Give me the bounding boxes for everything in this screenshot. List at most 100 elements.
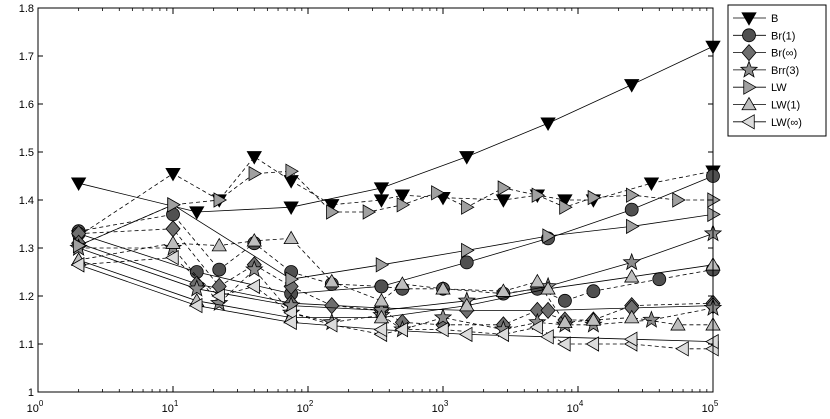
series-6-dashed-point-2 (211, 288, 225, 304)
series-5-dashed-point-9 (495, 283, 512, 297)
legend-marker (743, 79, 757, 95)
series-5-solid-point-3 (373, 309, 390, 324)
legend-marker (741, 114, 755, 130)
series-6-solid-point-0 (70, 257, 85, 273)
series-6-dashed-point-5 (323, 317, 338, 333)
series-6-solid-point-4 (458, 326, 473, 343)
series-4-dashed-point-4 (285, 163, 299, 179)
series-4-solid-point-6 (626, 218, 640, 235)
series-4-dashed-point-2 (213, 192, 228, 208)
series-4-dashed-point-7 (396, 197, 411, 213)
series-0-solid-line (78, 46, 714, 213)
series-6-solid-point-5 (540, 329, 554, 345)
series-1-solid-point-6 (624, 202, 639, 217)
series-1-dashed-point-13 (652, 272, 667, 287)
series-0-dashed-point-1 (165, 167, 181, 182)
series-5-dashed-point-5 (324, 273, 340, 288)
series-0-solid-point-3 (373, 182, 390, 196)
x-tick-label: 101 (162, 399, 179, 415)
legend-marker (741, 12, 757, 26)
series-4-solid-point-7 (707, 206, 721, 223)
series-0-solid-point-1 (189, 206, 205, 220)
series-3-solid-point-6 (622, 252, 641, 271)
series-5-dashed-line (78, 237, 713, 326)
y-tick-label: 1.4 (19, 195, 34, 207)
series-1-solid-point-4 (459, 255, 474, 270)
series-2-dashed-point-5 (324, 296, 340, 315)
series-4-solid-point-4 (461, 242, 475, 259)
legend-label: Br(1) (771, 30, 795, 42)
series-4 (72, 163, 721, 287)
y-tick-label: 1.3 (19, 243, 34, 255)
series-3 (69, 223, 723, 338)
y-tick-label: 1.6 (19, 99, 34, 111)
series-5-dashed-point-1 (165, 235, 181, 249)
series-4-dashed-point-11 (531, 187, 546, 203)
legend-label: LW(1) (771, 100, 800, 112)
series-4-solid-point-0 (72, 237, 87, 254)
legend-marker (739, 60, 759, 78)
series-5-dashed-point-13 (624, 309, 640, 324)
x-tick-label: 102 (297, 399, 314, 415)
series-6-dashed-point-8 (435, 321, 449, 338)
series-6-dashed-point-11 (557, 336, 571, 352)
series-5 (70, 230, 721, 331)
series-0-dashed-point-13 (643, 177, 660, 192)
series-6-dashed-point-4 (283, 305, 297, 321)
x-tick-label: 104 (567, 399, 584, 415)
series-layer (69, 40, 723, 357)
series-4-dashed-point-8 (431, 185, 445, 201)
series-5-dashed-point-11 (557, 314, 573, 329)
series-3-solid-line (78, 233, 714, 311)
series-5-dashed-point-4 (283, 230, 299, 245)
series-4-dashed-point-13 (587, 189, 602, 206)
series-5-solid-point-6 (624, 268, 640, 283)
series-2-solid-point-5 (540, 301, 556, 320)
series-6-solid-line (78, 264, 714, 342)
x-tick-exponent: 0 (39, 399, 44, 408)
series-1-solid-point-3 (374, 279, 389, 294)
series-6-solid-point-6 (623, 331, 638, 347)
series-6 (70, 249, 719, 357)
series-6-dashed-point-14 (675, 341, 689, 357)
series-5-solid-line (78, 259, 714, 319)
series-4-solid-line (78, 204, 714, 280)
series-4-solid-point-5 (542, 228, 556, 244)
x-tick-label: 105 (702, 399, 719, 415)
legend: B Br(1) Br(∞) Brr(3) LW LW(1) LW(∞) (727, 4, 827, 137)
legend-entry-2: Br(∞) (733, 43, 797, 62)
series-6-dashed-point-3 (246, 278, 260, 295)
series-5-dashed-point-12 (585, 312, 602, 326)
x-tick-label: 103 (432, 399, 449, 415)
series-1-dashed-point-12 (586, 284, 601, 299)
series-2 (71, 220, 721, 334)
legend-label: Br(∞) (771, 48, 797, 60)
x-tick-exponent: 3 (444, 399, 449, 408)
legend-entry-4: LW (733, 79, 787, 95)
series-0-solid-point-4 (459, 151, 475, 165)
x-tick-exponent: 5 (714, 399, 719, 408)
series-3-solid-point-1 (187, 279, 206, 297)
series-4-dashed-point-6 (362, 204, 377, 220)
series-0-solid-point-5 (540, 117, 556, 132)
series-4-solid-point-2 (285, 271, 299, 287)
series-4-dashed-point-12 (559, 199, 573, 215)
legend-label: Brr(3) (771, 65, 799, 77)
series-6-dashed-point-10 (529, 319, 544, 335)
series-1-dashed-point-11 (558, 293, 572, 308)
series-5-dashed-point-8 (435, 280, 451, 295)
series-5-solid-point-5 (540, 280, 556, 295)
y-tick-label: 1.5 (19, 147, 34, 159)
series-4-solid-point-1 (167, 197, 181, 213)
series-3-dashed-point-8 (433, 307, 453, 326)
series-0-dashed-point-7 (394, 189, 411, 204)
x-tick-exponent: 2 (309, 399, 314, 408)
series-5-dashed-point-7 (394, 276, 411, 290)
series-6-solid-point-3 (373, 321, 388, 338)
series-5-dashed-point-10 (529, 273, 546, 288)
series-3-dashed-line (78, 247, 714, 331)
series-5-dashed-point-14 (670, 316, 686, 331)
y-tick-label: 1.1 (19, 339, 34, 351)
series-3-dashed-point-13 (642, 310, 661, 328)
series-4-dashed-point-3 (248, 165, 263, 182)
